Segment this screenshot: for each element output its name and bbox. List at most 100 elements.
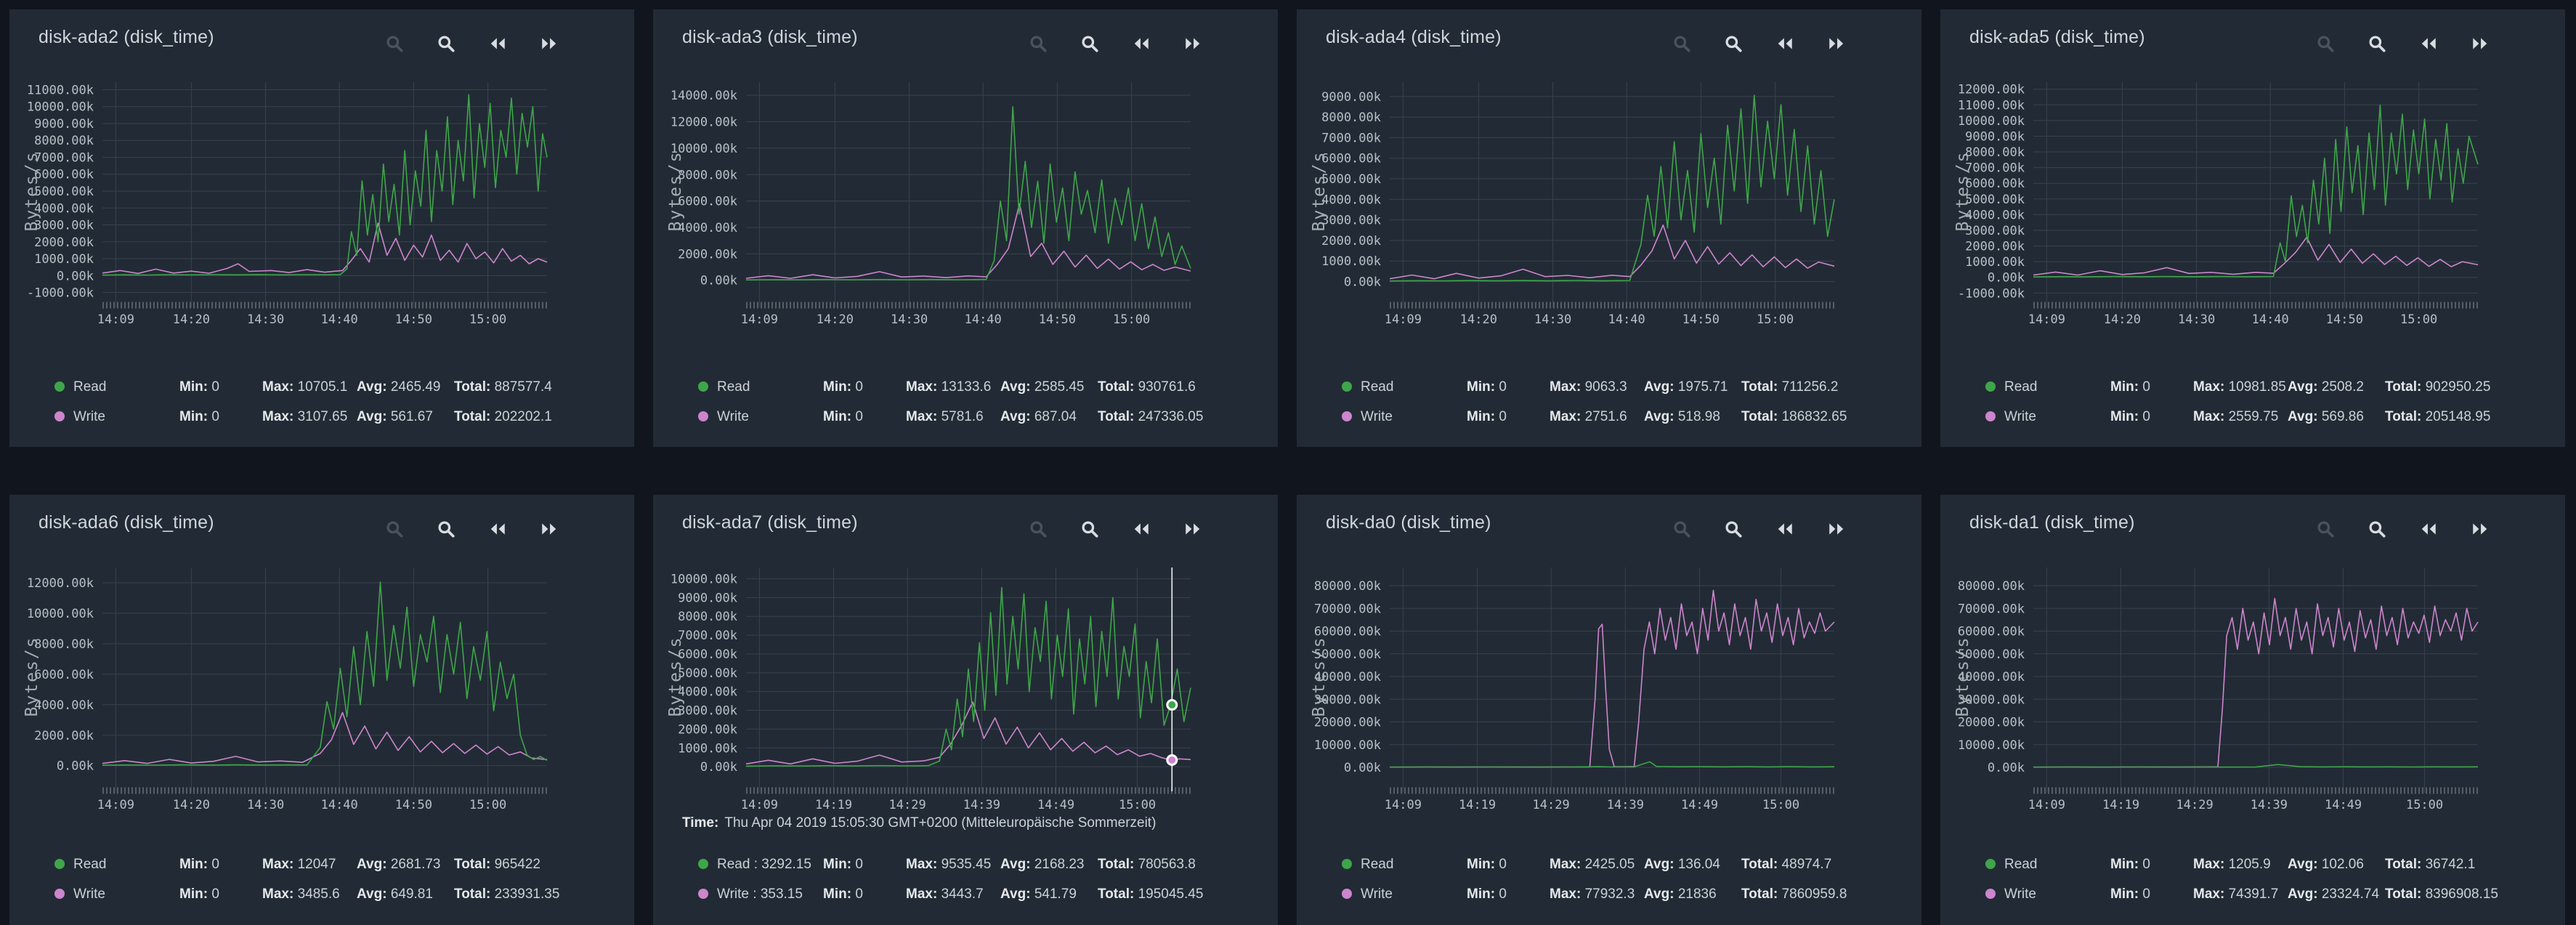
y-tick-label: 6000.00k xyxy=(34,168,94,182)
y-tick-label: 10000.00k xyxy=(1958,114,2025,129)
y-tick-label: 40000.00k xyxy=(1958,670,2025,684)
y-tick-label: 9000.00k xyxy=(1321,90,1381,105)
chart-canvas[interactable]: 0.00k 1000.00k 2000.00k 3000.00k 4000.00k 500… xyxy=(1297,9,1921,447)
legend-row-write[interactable]: Write Min: 0 Max: 5781.6 Avg: 687.04 Tot… xyxy=(653,409,1278,428)
pan-forward-icon[interactable] xyxy=(1183,34,1202,53)
y-tick-label: 5000.00k xyxy=(678,666,737,681)
legend-stat-max: Max: 10705.1 xyxy=(262,379,348,395)
y-tick-label: 8000.00k xyxy=(1321,110,1381,125)
zoom-out-icon[interactable] xyxy=(385,34,404,53)
legend-stat-min: Min: 0 xyxy=(2110,379,2150,395)
legend-row-read[interactable]: Read Min: 0 Max: 1205.9 Avg: 102.06 Tota… xyxy=(1940,857,2565,876)
pan-forward-icon[interactable] xyxy=(1827,520,1846,538)
legend-stat-total: Total: 233931.35 xyxy=(454,886,560,902)
zoom-in-icon[interactable] xyxy=(1724,34,1743,53)
zoom-in-icon[interactable] xyxy=(2368,520,2386,538)
pan-forward-icon[interactable] xyxy=(1183,520,1202,538)
legend-stat-avg: Avg: 102.06 xyxy=(2288,857,2364,872)
pan-backward-icon[interactable] xyxy=(1775,34,1794,53)
write-hover-marker xyxy=(1166,754,1178,767)
legend-row-write[interactable]: Write Min: 0 Max: 2559.75 Avg: 569.86 To… xyxy=(1940,409,2565,428)
pan-forward-icon[interactable] xyxy=(540,34,559,53)
legend-row-read[interactable]: Read Min: 0 Max: 10705.1 Avg: 2465.49 To… xyxy=(9,379,634,398)
x-tick-label: 14:40 xyxy=(321,798,358,812)
y-axis-label: Bytes/s xyxy=(1310,637,1329,717)
legend-row-read[interactable]: Read Min: 0 Max: 12047 Avg: 2681.73 Tota… xyxy=(9,857,634,876)
x-tick-label: 14:39 xyxy=(1607,798,1644,812)
legend-stat-max: Max: 2559.75 xyxy=(2193,409,2279,424)
pan-backward-icon[interactable] xyxy=(1132,520,1151,538)
chart-canvas[interactable]: 0.00k 1000.00k 2000.00k 3000.00k 4000.00k 500… xyxy=(653,495,1278,925)
zoom-out-icon[interactable] xyxy=(385,520,404,538)
x-tick-label: 14:40 xyxy=(965,312,1002,327)
pan-backward-icon[interactable] xyxy=(1132,34,1151,53)
y-tick-label: 8000.00k xyxy=(34,134,94,148)
y-axis-label: Bytes/s xyxy=(1953,151,1972,232)
chart-canvas[interactable]: 0.00k 2000.00k 4000.00k 6000.00k 8000.00k 100… xyxy=(653,9,1278,447)
zoom-out-icon[interactable] xyxy=(2316,520,2335,538)
y-tick-label: 10000.00k xyxy=(27,100,94,115)
legend-stat-max: Max: 74391.7 xyxy=(2193,886,2279,902)
zoom-out-icon[interactable] xyxy=(2316,34,2335,53)
y-axis-label: Bytes/s xyxy=(666,151,685,232)
y-tick-label: 80000.00k xyxy=(1314,579,1381,594)
write-series-dot xyxy=(1342,411,1352,421)
legend-stat-min: Min: 0 xyxy=(823,409,863,424)
y-tick-label: 4000.00k xyxy=(1965,208,2025,222)
x-tick-label: 14:50 xyxy=(1682,312,1720,327)
zoom-in-icon[interactable] xyxy=(1080,520,1099,538)
legend-series-name: Read xyxy=(1361,379,1394,395)
zoom-in-icon[interactable] xyxy=(437,520,455,538)
legend-row-write[interactable]: Write Min: 0 Max: 3485.6 Avg: 649.81 Tot… xyxy=(9,886,634,905)
panel-toolbar xyxy=(1029,520,1202,538)
zoom-out-icon[interactable] xyxy=(1672,34,1691,53)
pan-forward-icon[interactable] xyxy=(540,520,559,538)
chart-canvas[interactable]: -1000.00k0.00k1000.00k2000.00k3000.00k40… xyxy=(1940,9,2565,447)
y-tick-label: -1000.00k xyxy=(1958,286,2025,301)
chart-canvas[interactable]: 0.00k 2000.00k 4000.00k 6000.00k 8000.00k 100… xyxy=(9,495,634,925)
zoom-out-icon[interactable] xyxy=(1029,34,1048,53)
pan-backward-icon[interactable] xyxy=(488,520,507,538)
y-tick-label: 11000.00k xyxy=(27,83,94,97)
zoom-in-icon[interactable] xyxy=(2368,34,2386,53)
legend-row-read[interactable]: Read Min: 0 Max: 9063.3 Avg: 1975.71 Tot… xyxy=(1297,379,1921,398)
chart-canvas[interactable]: -1000.00k0.00k1000.00k2000.00k3000.00k40… xyxy=(9,9,634,447)
zoom-out-icon[interactable] xyxy=(1029,520,1048,538)
pan-backward-icon[interactable] xyxy=(1775,520,1794,538)
y-tick-label: 6000.00k xyxy=(678,647,737,662)
legend-row-read[interactable]: Read : 3292.15 Min: 0 Max: 9535.45 Avg: … xyxy=(653,857,1278,876)
x-tick-label: 14:09 xyxy=(741,312,778,327)
pan-forward-icon[interactable] xyxy=(2471,34,2490,53)
legend-row-write[interactable]: Write Min: 0 Max: 3107.65 Avg: 561.67 To… xyxy=(9,409,634,428)
pan-forward-icon[interactable] xyxy=(1827,34,1846,53)
write-series-line xyxy=(102,711,548,764)
y-tick-label: 3000.00k xyxy=(678,704,737,719)
zoom-in-icon[interactable] xyxy=(1724,520,1743,538)
y-tick-label: 12000.00k xyxy=(1958,83,2025,97)
pan-backward-icon[interactable] xyxy=(2419,520,2438,538)
zoom-in-icon[interactable] xyxy=(1080,34,1099,53)
legend-row-write[interactable]: Write Min: 0 Max: 77932.3 Avg: 21836 Tot… xyxy=(1297,886,1921,905)
pan-forward-icon[interactable] xyxy=(2471,520,2490,538)
legend-row-write[interactable]: Write Min: 0 Max: 74391.7 Avg: 23324.74 … xyxy=(1940,886,2565,905)
zoom-in-icon[interactable] xyxy=(437,34,455,53)
read-series-dot xyxy=(1342,381,1352,392)
legend-row-write[interactable]: Write : 353.15 Min: 0 Max: 3443.7 Avg: 5… xyxy=(653,886,1278,905)
legend-stat-avg: Avg: 561.67 xyxy=(357,409,433,424)
legend-stat-min: Min: 0 xyxy=(1467,886,1507,902)
legend-row-write[interactable]: Write Min: 0 Max: 2751.6 Avg: 518.98 Tot… xyxy=(1297,409,1921,428)
y-tick-label: 6000.00k xyxy=(34,668,94,682)
legend-stat-avg: Avg: 2681.73 xyxy=(357,857,441,872)
x-tick-label: 14:20 xyxy=(173,798,210,812)
pan-backward-icon[interactable] xyxy=(2419,34,2438,53)
legend-row-read[interactable]: Read Min: 0 Max: 2425.05 Avg: 136.04 Tot… xyxy=(1297,857,1921,876)
zoom-out-icon[interactable] xyxy=(1672,520,1691,538)
legend-row-read[interactable]: Read Min: 0 Max: 13133.6 Avg: 2585.45 To… xyxy=(653,379,1278,398)
y-tick-label: 0.00k xyxy=(57,759,94,774)
chart-canvas[interactable]: 0.00k 10000.00k 20000.00k 30000.00k 40000.00… xyxy=(1940,495,2565,925)
chart-canvas[interactable]: 0.00k 10000.00k 20000.00k 30000.00k 40000.00… xyxy=(1297,495,1921,925)
read-series-dot xyxy=(698,381,708,392)
legend-row-read[interactable]: Read Min: 0 Max: 10981.85 Avg: 2508.2 To… xyxy=(1940,379,2565,398)
pan-backward-icon[interactable] xyxy=(488,34,507,53)
y-tick-label: 8000.00k xyxy=(1965,145,2025,160)
